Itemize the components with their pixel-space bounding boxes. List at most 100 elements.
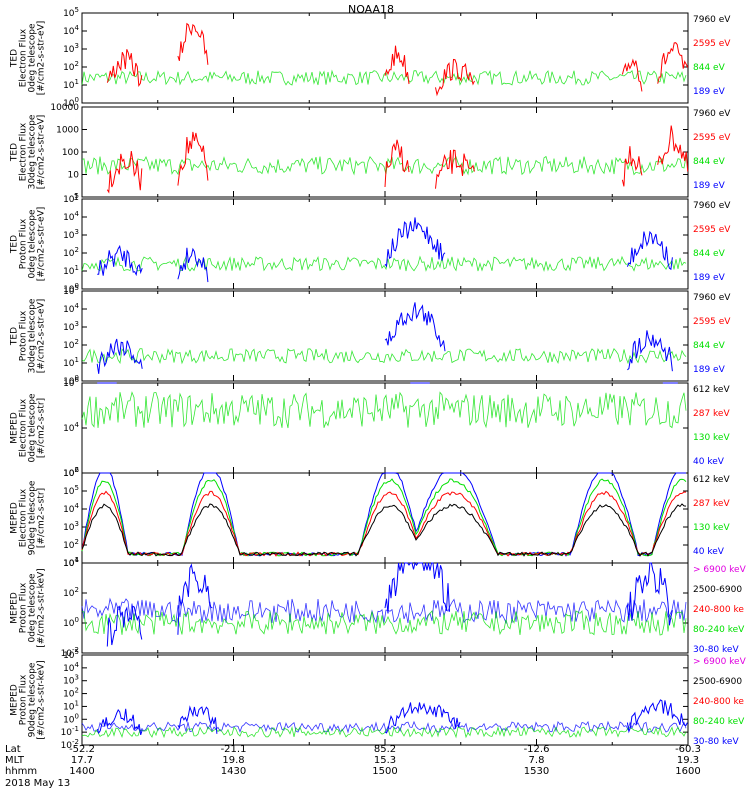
legend-entry: 844 eV: [693, 157, 726, 167]
legend-entry: 130 keV: [693, 433, 730, 443]
y-axis-label: MEPEDProton Flux90deg telescope[#/cm2-s-…: [10, 660, 47, 739]
series-burst: [626, 699, 688, 734]
legend-entry: > 6900 keV: [693, 565, 747, 575]
series-burst: [384, 302, 446, 352]
series-line: [81, 610, 687, 636]
series-line: [81, 69, 687, 86]
legend-entry: 189 eV: [693, 87, 726, 97]
legend-entry: 287 keV: [693, 499, 730, 509]
legend-entry: 2595 eV: [693, 225, 731, 235]
legend-entry: 30-80 keV: [693, 737, 739, 747]
x-tick-hhmm: 1430: [221, 766, 246, 777]
series-burst: [435, 58, 475, 97]
y-tick-label: 1: [73, 193, 79, 203]
x-tick-mlt: 15.3: [374, 755, 396, 766]
legend-entry: 844 eV: [693, 341, 726, 351]
legend-entry: 30-80 keV: [693, 645, 739, 655]
series-line: [81, 347, 687, 365]
y-tick-label: 100: [62, 148, 79, 158]
x-tick-lat: -21.1: [221, 744, 247, 755]
legend-entry: 130 keV: [693, 523, 730, 533]
legend-entry: 240-800 ke: [693, 605, 744, 615]
series-line: [81, 720, 687, 734]
series-traces: [81, 382, 687, 429]
legend-entry: 189 eV: [693, 273, 726, 283]
legend-entry: > 6900 keV: [693, 657, 747, 667]
legend-entry: 7960 eV: [693, 201, 731, 211]
y-axis-label: TEDElectron Flux0deg telescope[#/cm2-s-s…: [10, 21, 47, 96]
y-tick-label: 10: [68, 171, 80, 181]
series-traces: [81, 699, 688, 739]
series-burst: [384, 702, 461, 734]
series-traces: [81, 125, 689, 194]
series-burst: [384, 139, 410, 188]
legend-entry: 7960 eV: [693, 109, 731, 119]
series-burst: [384, 217, 446, 268]
series-burst: [384, 561, 450, 614]
x-row-label: 2018 May 13: [5, 778, 70, 789]
series-burst: [621, 58, 643, 92]
chart-title: NOAA18: [348, 3, 394, 16]
y-tick-label: 1000: [56, 126, 79, 136]
y-tick-label: 10000: [50, 103, 79, 113]
series-burst: [621, 146, 643, 187]
series-burst: [96, 708, 143, 736]
series-burst: [177, 131, 209, 186]
x-tick-lat: -60.3: [675, 744, 701, 755]
series-burst: [106, 49, 143, 88]
series-line: [81, 597, 687, 625]
series-burst: [626, 562, 673, 626]
legend-entry: 844 eV: [693, 249, 726, 259]
x-tick-mlt: 17.7: [71, 755, 93, 766]
series-line: [81, 391, 687, 429]
x-tick-hhmm: 1600: [675, 766, 700, 777]
x-tick-lat: -52.2: [69, 744, 95, 755]
legend-entry: 2595 eV: [693, 317, 731, 327]
series-traces: [81, 302, 687, 374]
y-axis-label: TEDProton Flux0deg telescope[#/cm2-s-str…: [10, 207, 47, 282]
x-tick-mlt: 19.3: [677, 755, 699, 766]
legend-entry: 40 keV: [693, 457, 725, 467]
series-burst: [106, 605, 143, 647]
series-traces: [81, 472, 687, 557]
y-axis-label: MEPEDProton Flux0deg telescope[#/cm2-s-s…: [10, 568, 47, 647]
x-row-label: Lat: [5, 744, 21, 755]
legend-entry: 189 eV: [693, 365, 726, 375]
series-burst: [177, 563, 213, 635]
legend-entry: 7960 eV: [693, 15, 731, 25]
series-traces: [81, 217, 687, 283]
legend-entry: 612 keV: [693, 475, 730, 485]
series-burst: [177, 705, 218, 734]
series-burst: [435, 149, 475, 189]
x-row-label: MLT: [5, 755, 25, 766]
legend-entry: 40 keV: [693, 547, 725, 557]
y-axis-label: TEDElectron Flux30deg telescope[#/cm2-s-…: [10, 114, 47, 189]
legend-entry: 2500-6900: [693, 677, 742, 687]
legend-entry: 2595 eV: [693, 133, 731, 143]
legend-entry: 7960 eV: [693, 293, 731, 303]
legend-entry: 287 keV: [693, 409, 730, 419]
series-burst: [627, 330, 673, 372]
x-tick-mlt: 7.8: [529, 755, 545, 766]
series-line: [81, 725, 687, 739]
series-burst: [177, 22, 209, 65]
series-burst: [657, 42, 689, 84]
series-line: [81, 490, 686, 557]
legend-entry: 844 eV: [693, 63, 726, 73]
series-traces: [81, 561, 687, 647]
y-axis-label: MEPEDElectron Flux0deg telescope[#/cm2-s…: [10, 393, 47, 463]
legend-entry: 189 eV: [693, 181, 726, 191]
legend-entry: 2500-6900: [693, 585, 742, 595]
series-burst: [97, 244, 143, 277]
legend-entry: 80-240 keV: [693, 717, 745, 727]
series-burst: [384, 45, 410, 85]
series-line: [81, 503, 687, 557]
